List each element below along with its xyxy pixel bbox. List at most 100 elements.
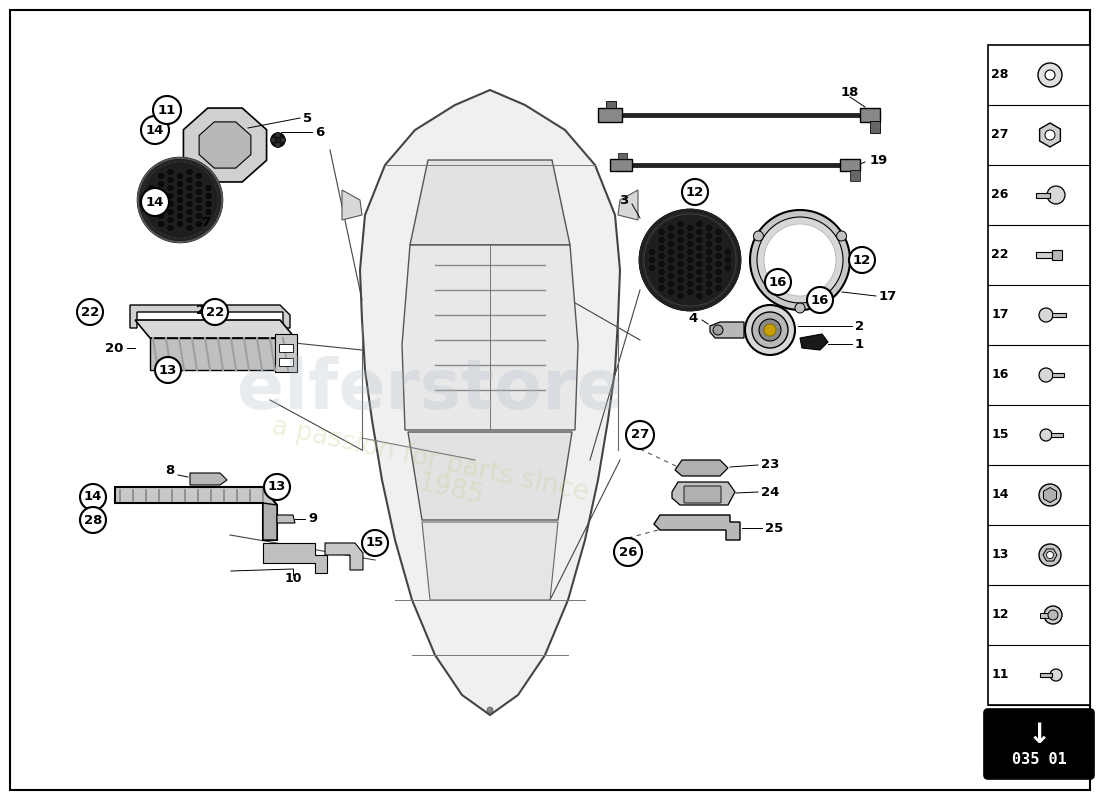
Polygon shape: [676, 220, 684, 228]
Polygon shape: [658, 244, 666, 252]
Polygon shape: [1043, 549, 1057, 561]
Text: 26: 26: [619, 546, 637, 558]
Polygon shape: [705, 232, 713, 240]
Polygon shape: [618, 190, 638, 220]
Text: elferstore: elferstore: [236, 357, 624, 423]
Text: 4: 4: [689, 311, 698, 325]
Polygon shape: [685, 280, 694, 288]
Polygon shape: [402, 245, 578, 430]
Text: 27: 27: [991, 129, 1009, 142]
Polygon shape: [705, 288, 713, 296]
Circle shape: [275, 142, 280, 147]
Circle shape: [764, 269, 791, 295]
Polygon shape: [205, 192, 212, 200]
Circle shape: [1038, 63, 1061, 87]
Text: 24: 24: [761, 486, 780, 498]
Polygon shape: [714, 284, 723, 292]
Bar: [279, 358, 293, 366]
Bar: [1052, 313, 1066, 317]
Text: ↓: ↓: [1027, 721, 1050, 749]
Polygon shape: [185, 200, 194, 208]
Polygon shape: [150, 338, 295, 370]
Polygon shape: [157, 180, 165, 188]
Polygon shape: [176, 220, 184, 228]
Polygon shape: [263, 543, 327, 573]
Polygon shape: [184, 108, 266, 182]
Circle shape: [271, 138, 275, 142]
Text: 16: 16: [811, 294, 829, 306]
Polygon shape: [185, 184, 194, 192]
Circle shape: [759, 319, 781, 341]
Circle shape: [837, 231, 847, 241]
Polygon shape: [714, 276, 723, 284]
Bar: [275, 334, 297, 372]
Polygon shape: [157, 188, 165, 196]
Circle shape: [745, 305, 795, 355]
Text: 15: 15: [991, 429, 1009, 442]
Polygon shape: [147, 200, 156, 208]
Text: 15: 15: [366, 537, 384, 550]
Polygon shape: [185, 168, 194, 176]
Bar: [618, 153, 627, 159]
Polygon shape: [116, 487, 277, 540]
Polygon shape: [166, 200, 175, 208]
Polygon shape: [195, 172, 204, 180]
Circle shape: [1040, 544, 1062, 566]
Polygon shape: [695, 292, 704, 300]
Circle shape: [713, 325, 723, 335]
Text: 16: 16: [769, 275, 788, 289]
Polygon shape: [685, 288, 694, 296]
Circle shape: [640, 210, 740, 310]
Polygon shape: [422, 522, 558, 600]
Bar: [1050, 433, 1063, 437]
Bar: [840, 159, 860, 171]
FancyBboxPatch shape: [984, 709, 1094, 779]
Polygon shape: [685, 232, 694, 240]
Circle shape: [849, 247, 875, 273]
Text: 22: 22: [81, 306, 99, 318]
Circle shape: [155, 357, 182, 383]
Circle shape: [142, 162, 218, 238]
Text: 28: 28: [84, 514, 102, 526]
Polygon shape: [157, 204, 165, 212]
Polygon shape: [1040, 123, 1060, 147]
Polygon shape: [130, 305, 290, 328]
Bar: [1040, 673, 1052, 677]
Polygon shape: [166, 208, 175, 216]
Polygon shape: [176, 172, 184, 180]
Polygon shape: [199, 122, 251, 168]
Polygon shape: [157, 172, 165, 180]
Text: 3: 3: [618, 194, 628, 206]
Text: 17: 17: [991, 309, 1009, 322]
Text: 11: 11: [158, 103, 176, 117]
Circle shape: [754, 231, 763, 241]
Polygon shape: [685, 272, 694, 280]
Text: 14: 14: [146, 123, 164, 137]
Polygon shape: [705, 256, 713, 264]
Circle shape: [614, 538, 642, 566]
Text: 27: 27: [631, 429, 649, 442]
Polygon shape: [714, 252, 723, 260]
Polygon shape: [166, 184, 175, 192]
Text: 035 01: 035 01: [1012, 751, 1066, 766]
Polygon shape: [147, 208, 156, 216]
Text: 1985: 1985: [415, 470, 485, 510]
Polygon shape: [685, 224, 694, 232]
Polygon shape: [695, 244, 704, 252]
Polygon shape: [408, 432, 572, 520]
Polygon shape: [667, 256, 675, 264]
Circle shape: [153, 96, 182, 124]
Polygon shape: [685, 256, 694, 264]
Polygon shape: [705, 264, 713, 272]
Text: 21: 21: [196, 303, 213, 317]
Polygon shape: [676, 268, 684, 276]
Text: 22: 22: [991, 249, 1009, 262]
Circle shape: [626, 421, 654, 449]
Polygon shape: [360, 90, 620, 715]
Polygon shape: [705, 272, 713, 280]
Polygon shape: [185, 216, 194, 224]
Polygon shape: [675, 460, 728, 476]
Polygon shape: [195, 180, 204, 188]
Text: 12: 12: [852, 254, 871, 266]
Circle shape: [271, 133, 285, 147]
